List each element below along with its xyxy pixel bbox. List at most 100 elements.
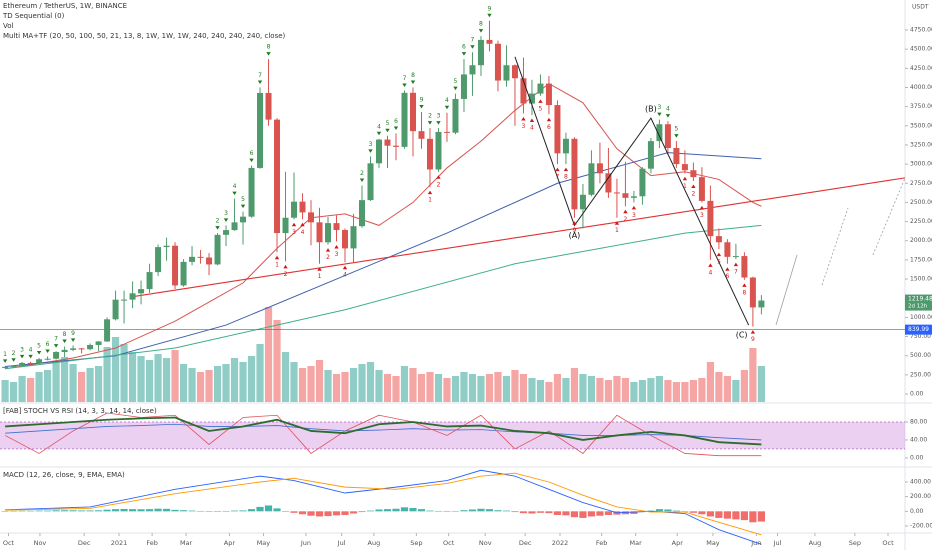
td-count: 4 (377, 123, 381, 130)
y-tick-label: 80.00 (910, 418, 927, 425)
candle-body (265, 92, 272, 120)
td-count: 2 (360, 170, 364, 177)
volume-bar (630, 382, 638, 402)
histogram-bar (579, 511, 587, 518)
moving-average (5, 224, 762, 370)
histogram-bar (706, 511, 715, 517)
candle-body (647, 141, 654, 169)
wave-label: (A) (569, 231, 581, 240)
y-tick-label: 2750.00 (910, 180, 932, 187)
x-tick-label: Jul (337, 539, 346, 547)
td-triangle (402, 83, 407, 88)
histogram-bar (77, 510, 86, 512)
candle-body (664, 124, 671, 149)
volume-bar (52, 362, 60, 402)
candle-body (639, 168, 646, 197)
td-count: 4 (343, 272, 347, 279)
td-triangle (283, 264, 288, 269)
y-tick-label: 40.00 (910, 436, 927, 443)
indicator-line (5, 416, 762, 446)
td-count: 2 (12, 350, 16, 357)
price-label: 839.99 (908, 326, 929, 333)
histogram-bar (332, 511, 341, 516)
x-tick-label: Mar (629, 539, 642, 547)
volume-bar (205, 370, 213, 402)
volume-bar (341, 372, 349, 402)
trend-line (132, 177, 906, 298)
candle-body (2, 366, 9, 368)
td-count: 4 (666, 106, 670, 113)
candle-body (435, 131, 442, 170)
histogram-bar (171, 509, 179, 512)
projection-dotted (821, 207, 849, 286)
volume-bar (1, 380, 9, 402)
x-tick-label: Oct (3, 539, 15, 547)
histogram-bar (392, 508, 400, 512)
histogram-bar (375, 509, 383, 512)
volume-bar (409, 368, 417, 402)
td-count: 9 (573, 227, 577, 234)
y-tick-label: 0.00 (910, 391, 924, 398)
volume-bar (681, 382, 689, 402)
td-triangle (538, 99, 543, 103)
volume-bar (179, 364, 188, 402)
histogram-bar (179, 510, 188, 512)
td-triangle (427, 121, 433, 125)
histogram-bar (52, 510, 60, 512)
y-tick-label: 500.00 (910, 352, 931, 359)
indicator-label: Multi MA+TF (20, 50, 100, 50, 21, 13, 8,… (3, 32, 286, 40)
y-tick-label: 0.00 (910, 508, 924, 515)
td-triangle (478, 29, 484, 33)
volume-bar (519, 374, 528, 402)
y-tick-label: 0.00 (910, 454, 924, 461)
volume-bar (137, 356, 145, 402)
volume-bar (120, 344, 128, 402)
candle-body (596, 163, 603, 174)
candle-body (10, 365, 17, 367)
td-triangle (249, 158, 254, 163)
indicator-label: Vol (3, 22, 14, 30)
y-tick-label: 1750.00 (910, 256, 932, 263)
x-tick-label: Nov (34, 539, 47, 547)
td-triangle (716, 252, 722, 257)
candle-body (749, 277, 756, 308)
candle-body (494, 43, 501, 81)
candle-body (44, 358, 51, 360)
histogram-bar (315, 511, 324, 517)
td-triangle (215, 226, 220, 230)
candle-body (27, 362, 34, 364)
volume-bar (332, 374, 341, 402)
volume-bar (307, 366, 315, 402)
volume-bar (613, 376, 621, 402)
td-triangle (317, 267, 322, 271)
volume-bar (94, 366, 103, 402)
volume-bar (426, 372, 434, 402)
td-count: 2 (437, 181, 441, 188)
candle-body (384, 139, 391, 146)
td-triangle (614, 221, 620, 225)
histogram-bar (740, 511, 748, 521)
td-count: 3 (335, 251, 339, 258)
histogram-bar (477, 508, 485, 512)
histogram-bar (545, 511, 553, 514)
x-tick-label: Nov (479, 539, 492, 547)
td-triangle (470, 45, 475, 49)
x-tick-label: Feb (146, 539, 158, 547)
candle-body (426, 138, 433, 170)
td-count: 3 (20, 346, 24, 353)
histogram-bar (681, 511, 689, 512)
td-triangle (257, 80, 263, 84)
histogram-bar (349, 511, 358, 514)
td-count: 1 (318, 273, 322, 280)
volume-bar (324, 370, 332, 402)
x-tick-label: Apr (224, 539, 236, 547)
candle-body (588, 163, 595, 195)
x-tick-label: Jun (300, 539, 311, 547)
x-tick-label: Mar (180, 539, 193, 547)
histogram-bar (426, 510, 434, 512)
td-count: 1 (615, 227, 619, 234)
histogram-bar (732, 511, 740, 520)
td-count: 2 (624, 216, 628, 223)
volume-bar (740, 370, 748, 402)
